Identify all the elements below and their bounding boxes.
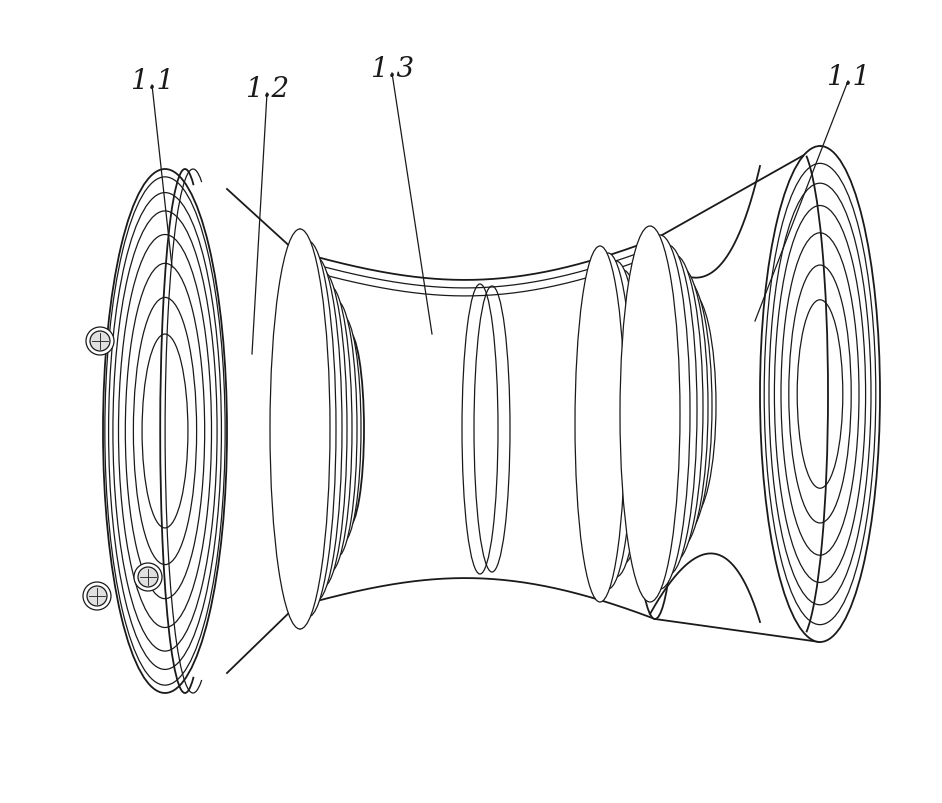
Ellipse shape <box>666 292 716 519</box>
Ellipse shape <box>103 169 227 693</box>
Ellipse shape <box>270 230 330 630</box>
Ellipse shape <box>639 246 697 575</box>
Ellipse shape <box>308 287 352 573</box>
Polygon shape <box>295 240 655 619</box>
Ellipse shape <box>90 332 110 352</box>
Text: 1.1: 1.1 <box>826 64 870 91</box>
Text: 1.2: 1.2 <box>245 76 289 103</box>
Ellipse shape <box>299 271 347 587</box>
Ellipse shape <box>760 147 880 642</box>
Text: 1.1: 1.1 <box>130 68 174 95</box>
Ellipse shape <box>290 258 342 601</box>
Ellipse shape <box>620 226 680 602</box>
Ellipse shape <box>325 316 361 542</box>
Text: 1.3: 1.3 <box>370 56 414 83</box>
Ellipse shape <box>647 255 703 561</box>
Ellipse shape <box>87 586 107 606</box>
Ellipse shape <box>633 240 677 619</box>
Ellipse shape <box>86 328 114 356</box>
Ellipse shape <box>273 251 317 607</box>
Ellipse shape <box>134 563 162 591</box>
Ellipse shape <box>575 247 625 602</box>
Ellipse shape <box>83 582 111 610</box>
Ellipse shape <box>317 302 357 557</box>
Ellipse shape <box>660 279 712 533</box>
Ellipse shape <box>612 291 656 536</box>
Ellipse shape <box>591 262 641 577</box>
Ellipse shape <box>583 254 633 589</box>
Ellipse shape <box>599 271 647 565</box>
Ellipse shape <box>138 567 158 587</box>
Ellipse shape <box>654 267 708 548</box>
Ellipse shape <box>606 281 652 550</box>
Ellipse shape <box>332 332 364 528</box>
Ellipse shape <box>280 242 336 618</box>
Ellipse shape <box>630 236 690 589</box>
